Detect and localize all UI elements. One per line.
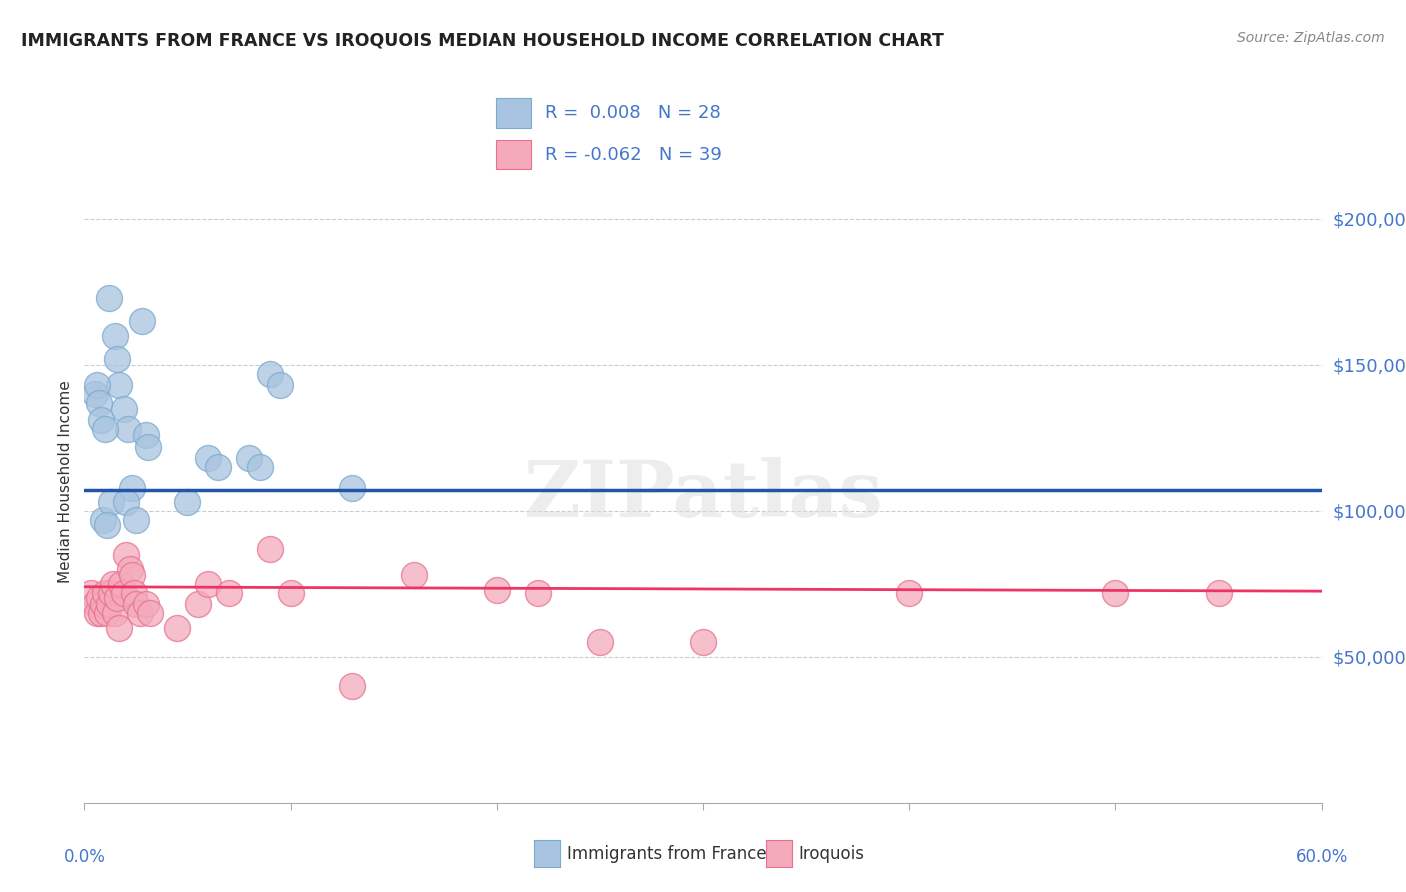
Point bbox=[485, 582, 508, 597]
Point bbox=[91, 513, 114, 527]
Point bbox=[114, 548, 136, 562]
Point bbox=[86, 606, 108, 620]
Point bbox=[114, 495, 136, 509]
Point bbox=[83, 597, 105, 611]
Text: ZIPatlas: ZIPatlas bbox=[523, 457, 883, 533]
Point bbox=[589, 635, 612, 649]
Point bbox=[280, 585, 302, 599]
Point bbox=[117, 422, 139, 436]
FancyBboxPatch shape bbox=[495, 140, 531, 169]
Point bbox=[131, 314, 153, 328]
Point bbox=[166, 621, 188, 635]
Point bbox=[108, 621, 131, 635]
Point bbox=[1104, 585, 1126, 599]
Point bbox=[104, 328, 127, 343]
Point bbox=[87, 591, 110, 606]
Point bbox=[139, 606, 162, 620]
Point bbox=[176, 495, 198, 509]
Point bbox=[122, 585, 145, 599]
Point bbox=[96, 518, 118, 533]
Point bbox=[118, 562, 141, 576]
FancyBboxPatch shape bbox=[495, 98, 531, 128]
Point bbox=[404, 568, 426, 582]
Point bbox=[94, 422, 117, 436]
Point bbox=[269, 378, 291, 392]
Point bbox=[187, 597, 209, 611]
Point bbox=[218, 585, 240, 599]
Point bbox=[100, 585, 122, 599]
Point bbox=[103, 577, 125, 591]
Point bbox=[342, 679, 364, 693]
Point bbox=[135, 428, 157, 442]
Point bbox=[1208, 585, 1230, 599]
Text: IMMIGRANTS FROM FRANCE VS IROQUOIS MEDIAN HOUSEHOLD INCOME CORRELATION CHART: IMMIGRANTS FROM FRANCE VS IROQUOIS MEDIA… bbox=[21, 31, 943, 49]
Point bbox=[197, 577, 219, 591]
Point bbox=[207, 460, 229, 475]
Point bbox=[249, 460, 271, 475]
Point bbox=[259, 367, 281, 381]
Point bbox=[98, 291, 121, 305]
Point bbox=[125, 513, 148, 527]
Point bbox=[121, 481, 143, 495]
Text: Iroquois: Iroquois bbox=[799, 845, 865, 863]
Point bbox=[259, 541, 281, 556]
Point bbox=[527, 585, 550, 599]
Point bbox=[86, 378, 108, 392]
Point bbox=[91, 597, 114, 611]
Point bbox=[100, 495, 122, 509]
Point bbox=[94, 585, 117, 599]
Point bbox=[83, 387, 105, 401]
Point bbox=[105, 591, 128, 606]
Point bbox=[129, 606, 152, 620]
Point bbox=[197, 451, 219, 466]
Point bbox=[692, 635, 714, 649]
Point bbox=[136, 440, 159, 454]
Point bbox=[135, 597, 157, 611]
Text: R = -0.062   N = 39: R = -0.062 N = 39 bbox=[544, 145, 721, 164]
Point bbox=[125, 597, 148, 611]
Point bbox=[112, 401, 135, 416]
Point bbox=[898, 585, 921, 599]
Text: R =  0.008   N = 28: R = 0.008 N = 28 bbox=[544, 103, 720, 122]
Text: Immigrants from France: Immigrants from France bbox=[567, 845, 766, 863]
Point bbox=[108, 378, 131, 392]
Point bbox=[238, 451, 260, 466]
Point bbox=[112, 585, 135, 599]
Point bbox=[90, 606, 112, 620]
Point bbox=[98, 597, 121, 611]
Point bbox=[87, 396, 110, 410]
Point bbox=[121, 568, 143, 582]
Y-axis label: Median Household Income: Median Household Income bbox=[58, 380, 73, 583]
Point bbox=[96, 606, 118, 620]
Text: Source: ZipAtlas.com: Source: ZipAtlas.com bbox=[1237, 31, 1385, 45]
Point bbox=[79, 585, 101, 599]
Point bbox=[110, 577, 132, 591]
Text: 0.0%: 0.0% bbox=[63, 847, 105, 866]
Point bbox=[90, 413, 112, 427]
Point bbox=[104, 606, 127, 620]
Point bbox=[105, 352, 128, 367]
Point bbox=[342, 481, 364, 495]
Text: 60.0%: 60.0% bbox=[1295, 847, 1348, 866]
